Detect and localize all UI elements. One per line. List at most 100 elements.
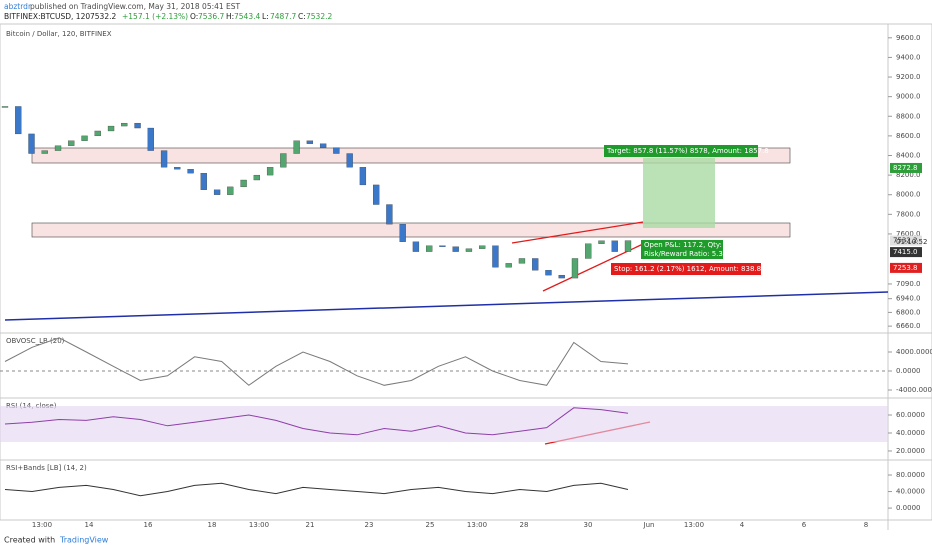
change: +157.1 (+2.13%) — [122, 12, 188, 21]
ohlc-value: 7543.4 — [234, 12, 260, 21]
candle — [28, 133, 35, 154]
y-tick-label: 80.0000 — [896, 471, 925, 479]
candle — [505, 263, 512, 268]
stop-label: Stop: 161.2 (2.17%) 1612, Amount: 838.8 — [614, 265, 761, 273]
ohlc-value: 7487.7 — [270, 12, 296, 21]
y-tick-label: 7800.0 — [896, 210, 921, 218]
candle — [346, 153, 353, 168]
candle — [147, 127, 154, 151]
candle — [41, 150, 48, 154]
candle — [266, 167, 274, 176]
resistance-zone — [31, 147, 791, 164]
candle — [306, 140, 314, 144]
oscillator-line — [4, 337, 629, 386]
author[interactable]: abztrdr — [4, 2, 32, 11]
time-label: 16 — [144, 521, 153, 529]
candle — [598, 240, 605, 244]
pane-title: OBVOSC_LB (20) — [6, 337, 65, 345]
y-tick-label: 8200.0 — [896, 171, 921, 179]
published: published on TradingView.com, May 31, 20… — [30, 2, 241, 11]
pane-title: RSI (14, close) — [6, 402, 57, 410]
time-label: 13:00 — [684, 521, 704, 529]
candle — [293, 140, 300, 154]
candle — [532, 258, 539, 271]
price-marker — [890, 247, 922, 258]
annotations: Target: 857.8 (11.57%) 8578, Amount: 185… — [604, 145, 927, 275]
last-price: 7532.2 — [90, 12, 116, 21]
candle — [94, 130, 101, 137]
candle — [160, 150, 168, 168]
y-tick-label: 9200.0 — [896, 73, 921, 81]
rsi-band — [0, 406, 888, 442]
y-tick-label: 40.0000 — [896, 488, 925, 496]
candle — [134, 122, 141, 129]
y-tick-label: 0.0000 — [896, 504, 921, 512]
y-tick-label: 8400.0 — [896, 151, 921, 159]
symbol: BITFINEX:BTCUSD, 120 — [4, 12, 90, 21]
candle — [68, 140, 75, 146]
time-label: Jun — [643, 521, 655, 529]
candle — [174, 167, 181, 170]
time-label: 14 — [85, 521, 94, 529]
candle — [240, 179, 247, 188]
candle — [412, 241, 420, 252]
candle — [359, 167, 367, 186]
candle — [107, 125, 115, 132]
candle — [253, 174, 261, 181]
pnl-label: Open P&L: 117.2, Qty: 1 — [644, 241, 729, 249]
price-marker-label: 7415.0 — [893, 248, 918, 256]
candle — [213, 189, 221, 195]
candle — [545, 270, 552, 276]
candle — [386, 204, 393, 225]
y-tick-label: 7090.0 — [896, 280, 921, 288]
price-marker-label: 8272.8 — [893, 164, 918, 172]
time-label: 25 — [426, 521, 435, 529]
pane-title: RSI+Bands [LB] (14, 2) — [6, 464, 87, 472]
candle — [333, 147, 340, 154]
candle — [439, 245, 446, 247]
ohlc-value: 7532.2 — [306, 12, 332, 21]
wedge-lower — [542, 243, 644, 292]
wedge-upper — [511, 221, 644, 244]
y-tick-label: 40.0000 — [896, 429, 925, 437]
ohlc-key: O: — [190, 12, 198, 21]
candle — [492, 245, 499, 268]
time-label: 21 — [306, 521, 315, 529]
chart-frame — [0, 23, 932, 521]
y-tick-label: 9000.0 — [896, 93, 921, 101]
time-label: 13:00 — [467, 521, 487, 529]
y-tick-label: 60.0000 — [896, 411, 925, 419]
time-label: 13:00 — [249, 521, 269, 529]
y-tick-label: 6660.0 — [896, 322, 921, 330]
candle — [558, 274, 565, 279]
candle — [81, 135, 88, 141]
candle — [426, 245, 433, 252]
target-label: Target: 857.8 (11.57%) 8578, Amount: 185… — [606, 147, 769, 155]
time-label: 28 — [520, 521, 529, 529]
y-tick-label: -4000.0000 — [896, 386, 932, 394]
y-tick-label: 8800.0 — [896, 112, 921, 120]
candle — [611, 240, 618, 252]
oscillator-line — [4, 407, 629, 436]
ohlc-key: L: — [262, 12, 269, 21]
y-tick-label: 9400.0 — [896, 53, 921, 61]
y-tick-label: 6800.0 — [896, 308, 921, 316]
y-tick-label: 4000.0000 — [896, 348, 932, 356]
candle — [479, 245, 486, 249]
candle — [1, 106, 9, 108]
candle — [399, 223, 406, 242]
y-tick-label: 7600.0 — [896, 230, 921, 238]
candle — [121, 122, 128, 127]
candle — [187, 169, 194, 174]
candle — [452, 246, 459, 252]
stop-box — [611, 263, 761, 275]
time-label: 6 — [802, 521, 807, 529]
candle — [372, 184, 380, 205]
candle — [585, 243, 592, 259]
price-marker-label: 7253.8 — [893, 264, 918, 272]
candle — [200, 172, 207, 190]
candle — [571, 258, 579, 279]
footer-brand[interactable]: TradingView — [59, 536, 109, 545]
